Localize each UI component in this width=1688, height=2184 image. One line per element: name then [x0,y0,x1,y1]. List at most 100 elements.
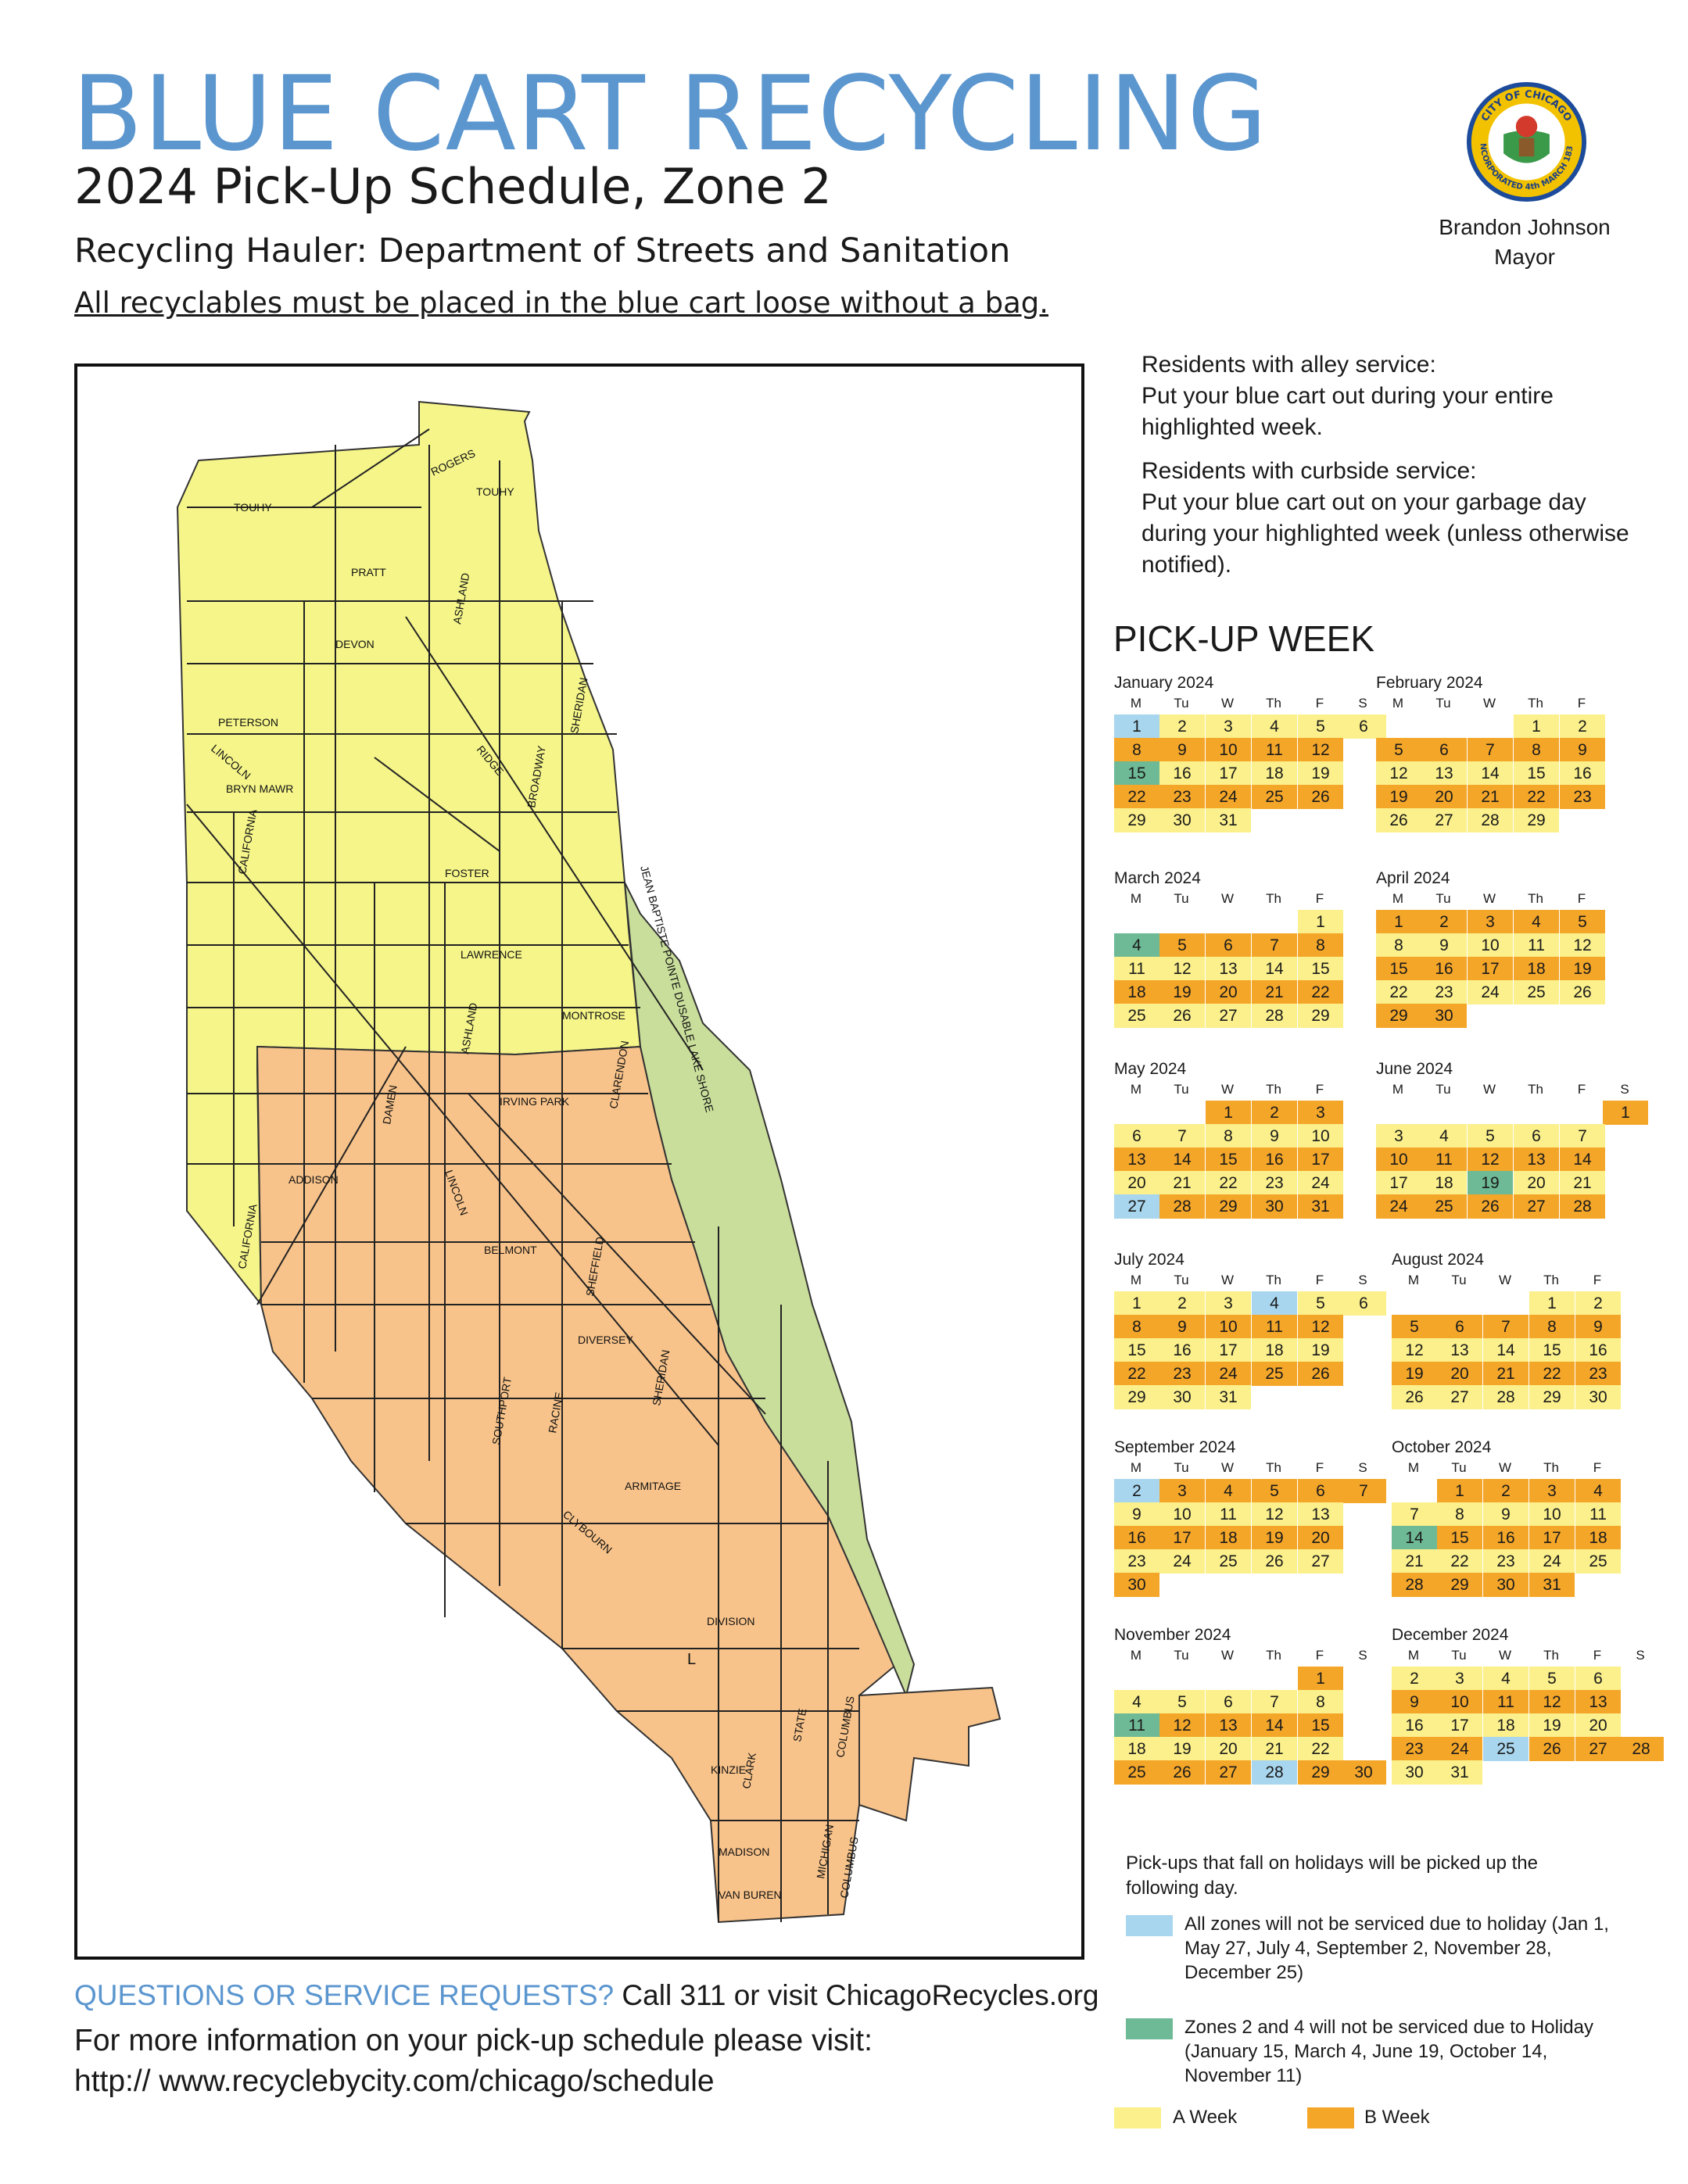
calendar-day: 19 [1298,1338,1343,1362]
calendar-day: 12 [1560,933,1605,958]
calendar-day: 16 [1421,957,1467,981]
calendar-day: 31 [1298,1194,1343,1219]
calendar-day: 23 [1159,1362,1205,1386]
page-title: BLUE CART RECYCLING [72,54,1268,174]
calendar-day: 22 [1437,1549,1482,1574]
calendar-day: 6 [1421,738,1467,762]
calendar-day: 9 [1560,738,1605,762]
calendar-day: 23 [1560,785,1605,809]
calendar-day: 7 [1392,1502,1437,1527]
calendar-day: 20 [1114,1171,1159,1195]
calendar-day: 13 [1206,1713,1251,1738]
calendar-day: 30 [1421,1004,1467,1028]
calendar-month: September 2024 M Tu W Th F S 2 3 4 5 6 7 9 10 11 12 13 16 1… [1114,1438,1386,1626]
calendar-day: 20 [1206,1737,1251,1761]
legend-swatch-zones-2-4 [1126,2018,1173,2039]
calendar-day: 19 [1159,980,1205,1004]
weekday-header: M [1130,891,1142,906]
calendar-day: 30 [1483,1573,1529,1597]
calendar-month: October 2024 M Tu W Th F 1 2 3 4 7 8 9 10 11 14 15 16 17 18… [1392,1438,1658,1626]
calendar-day: 24 [1376,1194,1421,1219]
calendar-day: 6 [1437,1315,1482,1339]
weekday-header: F [1315,696,1324,711]
calendar-day: 13 [1206,957,1251,981]
weekday-header: M [1130,1460,1142,1475]
map-street-label: IRVING PARK [500,1095,570,1108]
weekday-header: Tu [1174,1460,1189,1475]
calendar-month: December 2024 M Tu W Th F S 2 3 4 5 6 9 10 11 12 13 16 17 1… [1392,1626,1664,1813]
map-street-line [405,616,704,1071]
weekday-header: F [1315,891,1324,906]
questions-text: Call 311 or visit ChicagoRecycles.org [614,1979,1099,2011]
map-corner-label: L [687,1651,696,1668]
weekday-header: M [1130,696,1142,711]
calendar-day: 20 [1298,1526,1343,1550]
map-street-label: KINZIE [711,1763,746,1776]
weekday-header: Th [1528,1082,1543,1097]
weekday-header: Th [1266,1273,1281,1287]
calendar-day: 3 [1376,1124,1421,1148]
calendar-day: 18 [1483,1713,1529,1738]
calendar-day: 2 [1483,1479,1529,1503]
legend-swatch-b-week [1307,2107,1354,2129]
calendar-day: 24 [1529,1549,1575,1574]
calendar-day: 17 [1159,1526,1205,1550]
calendar-day: 19 [1560,957,1605,981]
calendar-day: 8 [1114,738,1159,762]
weekday-header: Tu [1174,696,1189,711]
weekday-header: M [1130,1648,1142,1663]
calendar-day: 22 [1298,1737,1343,1761]
weekday-header: F [1593,1460,1602,1475]
calendar-day: 20 [1421,785,1467,809]
weekday-header: F [1577,1082,1586,1097]
month-name: January 2024 [1114,674,1214,692]
calendar-day: 26 [1252,1549,1297,1574]
alley-heading: Residents with alley service: [1141,352,1436,378]
calendar-day: 3 [1529,1479,1575,1503]
calendar-day: 18 [1206,1526,1251,1550]
calendar-day: 17 [1529,1526,1575,1550]
curb-heading: Residents with curbside service: [1141,458,1477,484]
schedule-url-link[interactable]: http:// www.recyclebycity.com/chicago/sc… [74,2064,715,2098]
calendar-day: 29 [1437,1573,1482,1597]
calendar-day: 5 [1159,933,1205,958]
calendar-day: 28 [1252,1004,1297,1028]
calendar-day: 6 [1206,1690,1251,1714]
map-street-label: ADDISON [289,1173,339,1186]
zone-map: ROGERS TOUHY TOUHY PRATT ASHLAND DEVON PETERSO… [74,363,1084,1960]
weekday-header: Tu [1435,891,1451,906]
weekday-header: Th [1266,1648,1281,1663]
calendar-day: 18 [1575,1526,1621,1550]
map-street-label: BRYN MAWR [226,782,293,795]
calendar-day: 14 [1159,1147,1205,1172]
calendar-day: 3 [1206,714,1251,739]
calendar-day: 4 [1421,1124,1467,1148]
weekday-header: Tu [1435,696,1451,711]
calendar-day: 18 [1514,957,1559,981]
calendar-day: 1 [1437,1479,1482,1503]
weekday-header: F [1315,1273,1324,1287]
calendar-day: 15 [1206,1147,1251,1172]
weekday-header: Th [1543,1460,1559,1475]
calendar-month: January 2024 M Tu W Th F S 1 2 3 4 5 6 8 9 10 11 12 15 16 17… [1114,674,1386,861]
calendar-day: 13 [1421,761,1467,786]
month-name: December 2024 [1392,1626,1509,1644]
calendar-day: 2 [1392,1667,1437,1691]
weekday-header: S [1358,1273,1367,1287]
calendar-day: 30 [1114,1573,1159,1597]
calendar-day: 12 [1392,1338,1437,1362]
weekday-header: Th [1543,1648,1559,1663]
map-street-label: VAN BUREN [719,1889,782,1901]
month-name: March 2024 [1114,869,1201,887]
calendar-day: 9 [1159,1315,1205,1339]
map-street-line [186,804,719,1446]
holiday-note: Pick-ups that fall on holidays will be p… [1126,1853,1538,1899]
calendar-day: 1 [1298,1667,1343,1691]
calendar-day: 16 [1575,1338,1621,1362]
calendar-day: 4 [1514,910,1559,934]
calendar-day: 26 [1529,1737,1575,1761]
calendar-day: 9 [1252,1124,1297,1148]
weekday-header: Tu [1174,1082,1189,1097]
map-street-line [311,428,430,508]
calendar-day: 9 [1159,738,1205,762]
